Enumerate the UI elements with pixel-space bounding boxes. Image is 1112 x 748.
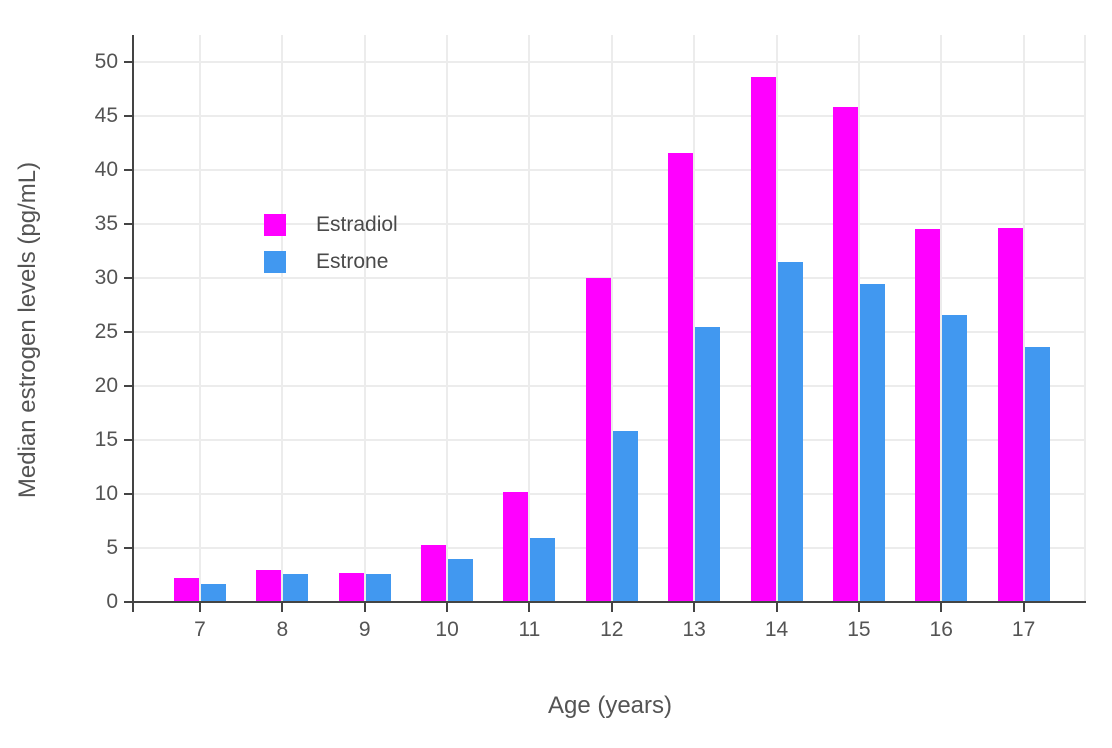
estrone-swatch-icon xyxy=(264,251,286,273)
gridline-x-7 xyxy=(199,35,201,602)
y-tick-label-10: 10 xyxy=(94,482,118,505)
gridline-x-10 xyxy=(446,35,449,602)
y-tick-label-20: 20 xyxy=(94,374,118,397)
y-tick-0 xyxy=(124,601,132,603)
x-tick-14 xyxy=(775,603,778,612)
x-tick-15 xyxy=(857,603,860,612)
legend-item-estradiol[interactable]: Estradiol xyxy=(264,213,398,236)
bar-estradiol-age-17 xyxy=(997,228,1023,602)
y-tick-20 xyxy=(124,385,132,387)
bar-estrone-age-8 xyxy=(283,573,309,602)
bar-estradiol-age-8 xyxy=(256,569,282,602)
x-tick-label-8: 8 xyxy=(276,618,289,641)
gridline-x-11 xyxy=(528,35,531,602)
gridline-x-17 xyxy=(1022,35,1025,602)
bar-estradiol-age-10 xyxy=(421,544,447,602)
gridline-y-45 xyxy=(134,115,1086,117)
x-tick-13 xyxy=(693,603,696,612)
y-tick-5 xyxy=(124,547,132,549)
x-tick-10 xyxy=(446,603,449,612)
bar-estradiol-age-9 xyxy=(338,572,364,602)
gridline-y-40 xyxy=(134,169,1086,171)
bar-estradiol-age-13 xyxy=(668,152,694,602)
y-tick-35 xyxy=(124,223,132,225)
y-tick-label-0: 0 xyxy=(106,590,118,613)
y-tick-25 xyxy=(124,331,132,333)
gridline-x-right-edge xyxy=(1084,35,1086,602)
y-tick-label-35: 35 xyxy=(94,212,118,235)
x-axis-title: Age (years) xyxy=(547,692,673,719)
x-tick-17 xyxy=(1022,603,1025,612)
y-tick-10 xyxy=(124,493,132,495)
x-tick-16 xyxy=(940,603,943,612)
gridline-x-9 xyxy=(363,35,366,602)
y-tick-label-15: 15 xyxy=(94,428,118,451)
bar-estrone-age-10 xyxy=(448,558,474,602)
gridline-x-12 xyxy=(610,35,613,602)
gridline-y-35 xyxy=(134,223,1086,225)
x-tick-label-14: 14 xyxy=(764,618,789,641)
y-tick-label-30: 30 xyxy=(94,266,118,289)
y-tick-label-25: 25 xyxy=(94,320,118,343)
legend-label-estradiol: Estradiol xyxy=(316,213,398,236)
y-tick-50 xyxy=(124,61,132,63)
bar-estradiol-age-7 xyxy=(174,578,199,602)
bar-estrone-age-15 xyxy=(859,284,885,602)
y-tick-40 xyxy=(124,169,132,171)
legend: Estradiol Estrone xyxy=(264,213,398,288)
y-tick-45 xyxy=(124,115,132,117)
gridline-x-16 xyxy=(940,35,943,602)
y-tick-label-45: 45 xyxy=(94,104,118,127)
bar-estradiol-age-15 xyxy=(832,107,858,602)
gridline-y-50 xyxy=(134,61,1086,63)
x-tick-7 xyxy=(199,603,201,612)
bar-estrone-age-14 xyxy=(777,261,803,602)
gridline-x-8 xyxy=(281,35,284,602)
bar-estrone-age-12 xyxy=(612,431,638,602)
x-tick-label-17: 17 xyxy=(1011,618,1036,641)
bar-estrone-age-17 xyxy=(1024,347,1050,602)
x-axis-line xyxy=(134,601,1086,603)
x-tick-label-13: 13 xyxy=(682,618,706,641)
bar-estrone-age-13 xyxy=(695,326,721,602)
gridline-x-15 xyxy=(857,35,860,602)
x-tick-label-16: 16 xyxy=(929,618,953,641)
bar-estradiol-age-12 xyxy=(585,278,611,602)
gridline-x-14 xyxy=(775,35,778,602)
y-tick-15 xyxy=(124,439,132,441)
y-tick-label-40: 40 xyxy=(94,158,118,181)
x-tick-label-10: 10 xyxy=(435,618,459,641)
x-tick-label-11: 11 xyxy=(518,618,541,641)
x-tick-8 xyxy=(281,603,284,612)
x-tick-label-15: 15 xyxy=(847,618,871,641)
x-tick-12 xyxy=(610,603,613,612)
y-tick-label-50: 50 xyxy=(94,50,118,73)
y-tick-label-5: 5 xyxy=(106,536,118,559)
x-tick-label-9: 9 xyxy=(358,618,371,641)
y-axis-line xyxy=(132,35,134,612)
y-tick-30 xyxy=(124,277,132,279)
estradiol-swatch-icon xyxy=(264,214,286,236)
legend-label-estrone: Estrone xyxy=(316,250,389,273)
plot-area xyxy=(134,35,1086,602)
x-tick-label-12: 12 xyxy=(600,618,624,641)
bar-estrone-age-11 xyxy=(530,538,556,602)
bar-estradiol-age-14 xyxy=(750,77,776,602)
legend-item-estrone[interactable]: Estrone xyxy=(264,250,398,273)
x-tick-label-7: 7 xyxy=(194,618,206,641)
x-tick-11 xyxy=(528,603,531,612)
x-tick-9 xyxy=(363,603,366,612)
bar-estrone-age-16 xyxy=(942,314,968,602)
gridline-x-13 xyxy=(693,35,696,602)
bar-estradiol-age-16 xyxy=(915,229,941,602)
bar-estrone-age-9 xyxy=(365,573,391,602)
bar-estradiol-age-11 xyxy=(503,491,529,602)
bar-estrone-age-7 xyxy=(201,583,226,602)
